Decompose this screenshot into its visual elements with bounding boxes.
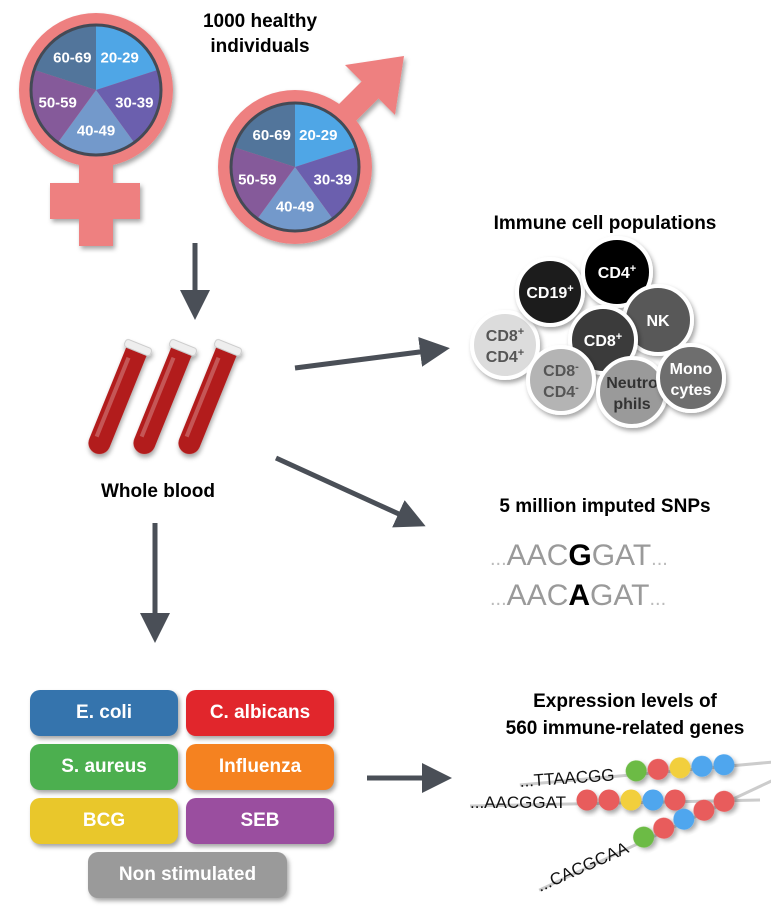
expression-strands: ...TTAACGG ...AACGGAT ...CACGCAA <box>469 754 771 896</box>
age-label: 40-49 <box>276 199 314 216</box>
expression-bead <box>664 789 686 811</box>
svg-text:...CACGCAA: ...CACGCAA <box>534 838 632 896</box>
age-label: 60-69 <box>53 49 91 66</box>
svg-text:CD4+: CD4+ <box>598 263 636 282</box>
age-label: 50-59 <box>38 94 76 111</box>
age-label: 20-29 <box>299 127 337 144</box>
test-tube <box>178 339 243 455</box>
stimulus-non-stimulated: Non stimulated <box>88 852 287 898</box>
snp-seq-1: ...AACGGAT... <box>490 539 668 572</box>
stimulus-seb: SEB <box>186 798 334 844</box>
expression-bead <box>633 826 655 848</box>
pie-slice <box>31 69 97 143</box>
svg-text:Neutro: Neutro <box>606 375 658 392</box>
age-label: 20-29 <box>101 49 139 66</box>
snp-sequences: ...AACGGAT... ...AACAGAT... <box>490 539 668 612</box>
cell-monocytes: Mono cytes <box>656 343 726 413</box>
gene-strand: ...TTAACGG <box>519 754 771 791</box>
expression-title-1: Expression levels of <box>533 691 717 712</box>
stimulus-s-aureus: S. aureus <box>30 744 178 790</box>
title-line-2: individuals <box>210 36 309 57</box>
pie-slice <box>295 147 359 219</box>
svg-text:CD8+: CD8+ <box>486 326 524 345</box>
pie-slice <box>96 69 162 143</box>
test-tube <box>88 339 153 455</box>
age-label: 50-59 <box>238 171 276 188</box>
pie-slice <box>295 103 356 167</box>
cell-cd8cd4: CD8- CD4- <box>526 345 596 415</box>
svg-text:...TTAACGG: ...TTAACGG <box>519 765 615 791</box>
expression-bead <box>693 799 715 821</box>
svg-text:cytes: cytes <box>671 382 712 399</box>
cell-cd8cd4: CD8+ CD4+ <box>470 310 540 380</box>
pie-slice <box>231 147 295 219</box>
stimulus-influenza: Influenza <box>186 744 334 790</box>
age-label: 30-39 <box>115 94 153 111</box>
expression-bead <box>642 789 664 811</box>
expression-bead <box>647 758 669 780</box>
arrows <box>140 243 452 793</box>
blood-tubes <box>88 339 243 455</box>
expression-bead <box>620 789 642 811</box>
expression-bead <box>576 789 598 811</box>
age-label: 30-39 <box>314 171 352 188</box>
pie-slice <box>34 25 96 90</box>
expression-bead <box>713 754 735 776</box>
pie-slice <box>96 25 158 90</box>
expression-bead <box>598 789 620 811</box>
pie-slice <box>57 90 135 156</box>
svg-text:CD19+: CD19+ <box>526 283 573 302</box>
immune-cells: CD8+ CD4+ CD19+ CD4+ NK CD8+ CD8- CD4- Neutro phi… <box>470 236 726 428</box>
cell-nk: NK <box>622 284 694 356</box>
expression-title-2: 560 immune-related genes <box>506 718 745 739</box>
arrow-to-snps <box>274 455 426 528</box>
gene-strand: ...AACGGAT <box>469 789 761 812</box>
svg-text:...AACGGAT: ...AACGGAT <box>470 793 566 812</box>
expression-bead <box>713 790 735 812</box>
svg-text:NK: NK <box>646 313 670 330</box>
expression-bead <box>669 757 691 779</box>
pie-slice <box>257 167 333 232</box>
age-label: 40-49 <box>77 122 115 139</box>
title-line-1: 1000 healthy <box>203 11 317 32</box>
cell-cd4: CD4+ <box>581 236 653 308</box>
test-tube <box>133 339 198 455</box>
expression-bead <box>625 760 647 782</box>
svg-text:Mono: Mono <box>670 361 713 378</box>
whole-blood-label: Whole blood <box>101 481 215 502</box>
stimulus-c-albicans: C. albicans <box>186 690 334 736</box>
cell-neutrophils: Neutro phils <box>596 356 668 428</box>
svg-text:CD4+: CD4+ <box>486 347 524 366</box>
pie-slice <box>234 103 295 167</box>
snp-title: 5 million imputed SNPs <box>499 496 710 517</box>
svg-text:CD4-: CD4- <box>543 382 579 401</box>
svg-text:CD8-: CD8- <box>543 361 579 380</box>
immune-title: Immune cell populations <box>494 213 717 234</box>
stimulus-bcg: BCG <box>30 798 178 844</box>
age-label: 60-69 <box>252 127 290 144</box>
stimulus-e-coli: E. coli <box>30 690 178 736</box>
arrow-to-cells <box>294 337 450 371</box>
snp-seq-2: ...AACAGAT... <box>490 579 666 612</box>
svg-text:phils: phils <box>613 396 650 413</box>
expression-bead <box>691 755 713 777</box>
expression-bead <box>673 808 695 830</box>
svg-text:CD8+: CD8+ <box>584 331 622 350</box>
cell-cd19: CD19+ <box>515 257 585 327</box>
expression-bead <box>653 817 675 839</box>
